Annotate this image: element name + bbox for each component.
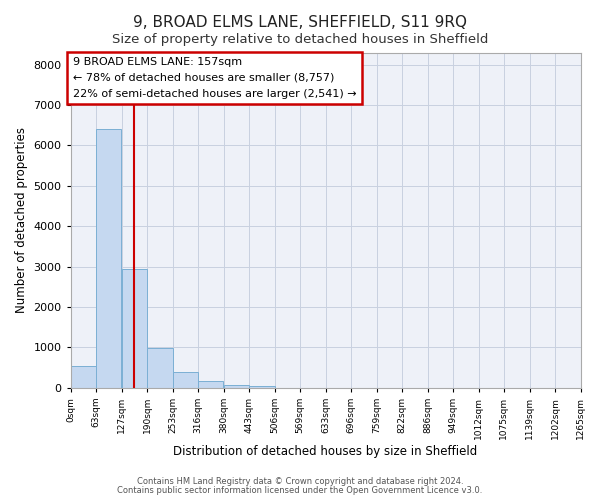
Text: Contains public sector information licensed under the Open Government Licence v3: Contains public sector information licen… bbox=[118, 486, 482, 495]
Text: Size of property relative to detached houses in Sheffield: Size of property relative to detached ho… bbox=[112, 32, 488, 46]
Text: 9 BROAD ELMS LANE: 157sqm
← 78% of detached houses are smaller (8,757)
22% of se: 9 BROAD ELMS LANE: 157sqm ← 78% of detac… bbox=[73, 58, 356, 98]
Bar bbox=[249, 386, 275, 388]
Y-axis label: Number of detached properties: Number of detached properties bbox=[15, 127, 28, 313]
Text: 9, BROAD ELMS LANE, SHEFFIELD, S11 9RQ: 9, BROAD ELMS LANE, SHEFFIELD, S11 9RQ bbox=[133, 15, 467, 30]
Bar bbox=[224, 384, 249, 388]
Bar bbox=[122, 268, 147, 388]
Bar bbox=[147, 348, 173, 388]
Bar bbox=[198, 382, 223, 388]
Bar bbox=[173, 372, 198, 388]
Text: Contains HM Land Registry data © Crown copyright and database right 2024.: Contains HM Land Registry data © Crown c… bbox=[137, 477, 463, 486]
Bar bbox=[71, 366, 96, 388]
Bar bbox=[96, 130, 121, 388]
X-axis label: Distribution of detached houses by size in Sheffield: Distribution of detached houses by size … bbox=[173, 444, 478, 458]
